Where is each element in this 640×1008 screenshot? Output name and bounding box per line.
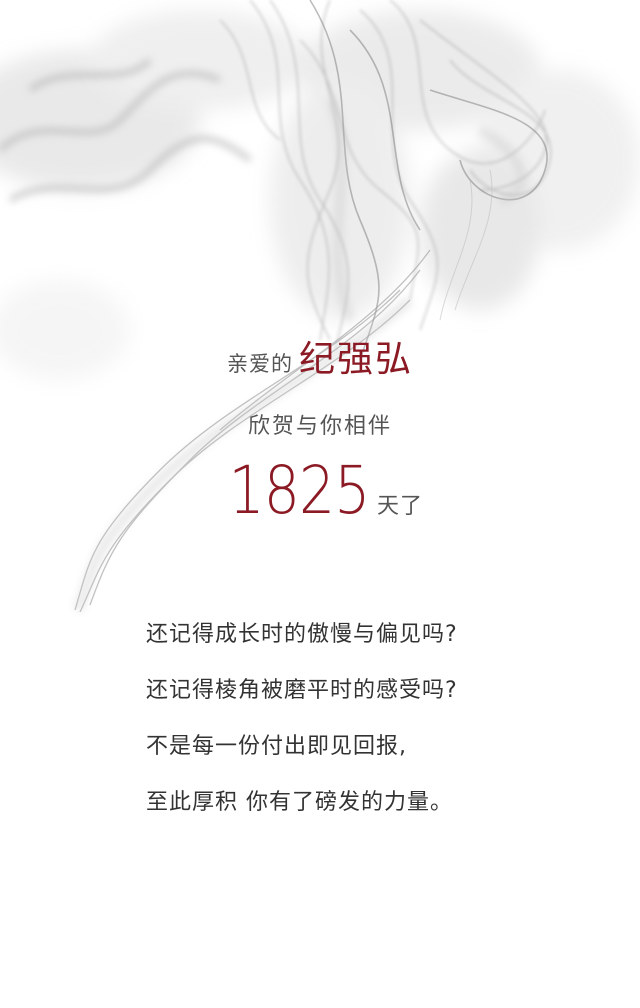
verse-line: 还记得棱角被磨平时的感受吗? bbox=[146, 678, 458, 703]
verse-line: 至此厚积 你有了磅发的力量。 bbox=[146, 790, 453, 815]
days-count-line: 1825 天了 bbox=[0, 452, 640, 529]
greeting-prefix: 亲爱的 bbox=[226, 352, 293, 376]
greeting-line: 亲爱的 纪强弘 bbox=[0, 330, 640, 382]
verse-line: 不是每一份付出即见回报, bbox=[146, 734, 407, 759]
subtitle: 欣贺与你相伴 bbox=[247, 414, 392, 439]
days-number: 1825 bbox=[228, 452, 370, 529]
smoke-illustration bbox=[0, 0, 640, 613]
days-suffix: 天了 bbox=[376, 494, 423, 519]
verse-block: 还记得成长时的傲慢与偏见吗? 还记得棱角被磨平时的感受吗? 不是每一份付出即见回… bbox=[146, 607, 606, 831]
recipient-name: 纪强弘 bbox=[298, 339, 413, 380]
verse-line: 还记得成长时的傲慢与偏见吗? bbox=[146, 622, 458, 647]
